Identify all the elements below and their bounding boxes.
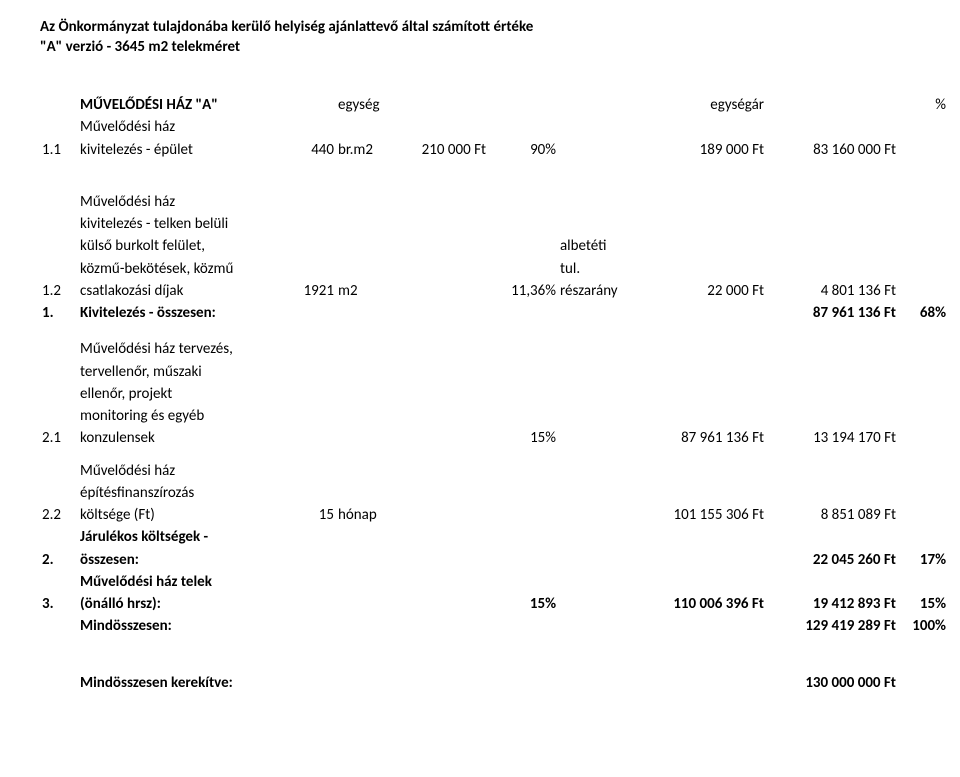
- r21-idx: 2.1: [40, 427, 78, 449]
- row-2-1-line4: monitoring és egyéb: [40, 405, 948, 427]
- r3-base: 110 006 396 Ft: [648, 593, 766, 615]
- footer-label: Mindösszesen kerekítve:: [78, 672, 288, 694]
- header-pct: %: [898, 94, 948, 116]
- r1-idx: 1.: [40, 302, 78, 324]
- row-2-total-line2: 2. összesen: 22 045 260 Ft 17%: [40, 549, 948, 571]
- r2-desc-l1: Járulékos költségek -: [78, 526, 288, 548]
- r12-note-l3: részarány: [558, 280, 648, 302]
- r11-idx: 1.1: [40, 139, 78, 161]
- r11-qty: 440: [288, 139, 336, 161]
- title: Az Önkormányzat tulajdonába kerülő helyi…: [40, 18, 920, 36]
- row-2-total-line1: Járulékos költségek -: [40, 526, 948, 548]
- subtitle: "A" verzió - 3645 m2 telekméret: [40, 38, 920, 56]
- r11-desc-l2: kivitelezés - épület: [78, 139, 288, 161]
- row-1-2-line5: 1.2 csatlakozási díjak 1921 m2 11,36% ré…: [40, 280, 948, 302]
- r2-idx: 2.: [40, 549, 78, 571]
- table-header-row: MŰVELŐDÉSI HÁZ "A" egység egységár %: [40, 94, 948, 116]
- row-2-1-line5: 2.1 konzulensek 15% 87 961 136 Ft 13 194…: [40, 427, 948, 449]
- r22-qty: 15: [288, 504, 336, 526]
- r12-pct: 11,36%: [488, 280, 558, 302]
- row-2-2-line3: 2.2 költsége (Ft) 15 hónap 101 155 306 F…: [40, 504, 948, 526]
- row-1-1-line1: Művelődési ház: [40, 116, 948, 138]
- page: Az Önkormányzat tulajdonába kerülő helyi…: [20, 0, 940, 724]
- r12-desc-l4: közmű-bekötések, közmű: [78, 258, 288, 280]
- row-2-2-line1: Művelődési ház: [40, 460, 948, 482]
- r11-base: 189 000 Ft: [648, 139, 766, 161]
- r12-note-l1: albetéti: [558, 235, 648, 257]
- r11-amount: 83 160 000 Ft: [766, 139, 898, 161]
- r22-unit: hónap: [336, 504, 394, 526]
- r21-desc-l1: Művelődési ház tervezés,: [78, 338, 288, 360]
- r12-desc-l5: csatlakozási díjak: [78, 280, 288, 302]
- r21-desc-l2: tervellenőr, műszaki: [78, 361, 288, 383]
- r22-desc-l1: Művelődési ház: [78, 460, 288, 482]
- r12-idx: 1.2: [40, 280, 78, 302]
- r21-desc-l5: konzulensek: [78, 427, 288, 449]
- row-1-2-line1: Művelődési ház: [40, 191, 948, 213]
- r1-amount: 87 961 136 Ft: [766, 302, 898, 324]
- row-2-1-line2: tervellenőr, műszaki: [40, 361, 948, 383]
- r21-desc-l3: ellenőr, projekt: [78, 383, 288, 405]
- footer-row: Mindösszesen kerekítve: 130 000 000 Ft: [40, 672, 948, 694]
- r21-amount: 13 194 170 Ft: [766, 427, 898, 449]
- r21-pct: 15%: [488, 427, 558, 449]
- r12-qty: 1921: [288, 280, 336, 302]
- r12-note-l2: tul.: [558, 258, 648, 280]
- r3-desc-l1: Művelődési ház telek: [78, 571, 288, 593]
- r22-desc-l3: költsége (Ft): [78, 504, 288, 526]
- row-grand: Mindösszesen: 129 419 289 Ft 100%: [40, 615, 948, 637]
- header-unit: egység: [336, 94, 394, 116]
- r22-base: 101 155 306 Ft: [648, 504, 766, 526]
- r22-idx: 2.2: [40, 504, 78, 526]
- r1-desc: Kivitelezés - összesen:: [78, 302, 288, 324]
- r3-idx: 3.: [40, 593, 78, 615]
- r3-desc-l2: (önálló hrsz):: [78, 593, 288, 615]
- r12-desc-l2: kivitelezés - telken belüli: [78, 213, 288, 235]
- r12-unit: m2: [336, 280, 394, 302]
- grand-pct: 100%: [898, 615, 948, 637]
- header-name: MŰVELŐDÉSI HÁZ "A": [78, 94, 288, 116]
- row-2-2-line2: építésfinanszírozás: [40, 482, 948, 504]
- r22-amount: 8 851 089 Ft: [766, 504, 898, 526]
- r22-desc-l2: építésfinanszírozás: [78, 482, 288, 504]
- r12-desc-l3: külső burkolt felület,: [78, 235, 288, 257]
- row-1-total: 1. Kivitelezés - összesen: 87 961 136 Ft…: [40, 302, 948, 324]
- r11-up: 210 000 Ft: [394, 139, 488, 161]
- row-1-2-line4: közmű-bekötések, közmű tul.: [40, 258, 948, 280]
- r2-desc-l2: összesen:: [78, 549, 288, 571]
- row-2-1-line1: Művelődési ház tervezés,: [40, 338, 948, 360]
- r2-pct: 17%: [898, 549, 948, 571]
- r3-amount: 19 412 893 Ft: [766, 593, 898, 615]
- header-unitprice: egységár: [648, 94, 766, 116]
- r21-desc-l4: monitoring és egyéb: [78, 405, 288, 427]
- r3-pct: 15%: [488, 593, 558, 615]
- row-1-1-line2: 1.1 kivitelezés - épület 440 br.m2 210 0…: [40, 139, 948, 161]
- footer-table: Mindösszesen kerekítve: 130 000 000 Ft: [40, 672, 948, 694]
- row-1-2-line3: külső burkolt felület, albetéti: [40, 235, 948, 257]
- r12-desc-l1: Művelődési ház: [78, 191, 288, 213]
- footer-amount: 130 000 000 Ft: [766, 672, 898, 694]
- r11-desc-l1: Művelődési ház: [78, 116, 288, 138]
- r12-up: 22 000 Ft: [648, 280, 766, 302]
- r2-amount: 22 045 260 Ft: [766, 549, 898, 571]
- r11-unit: br.m2: [336, 139, 394, 161]
- r11-pct: 90%: [488, 139, 558, 161]
- r3-rightpct: 15%: [898, 593, 948, 615]
- grand-desc: Mindösszesen:: [78, 615, 288, 637]
- row-3-line2: 3. (önálló hrsz): 15% 110 006 396 Ft 19 …: [40, 593, 948, 615]
- grand-amount: 129 419 289 Ft: [766, 615, 898, 637]
- budget-table: MŰVELŐDÉSI HÁZ "A" egység egységár % Műv…: [40, 94, 948, 638]
- r21-base: 87 961 136 Ft: [648, 427, 766, 449]
- r12-amount: 4 801 136 Ft: [766, 280, 898, 302]
- row-3-line1: Művelődési ház telek: [40, 571, 948, 593]
- row-1-2-line2: kivitelezés - telken belüli: [40, 213, 948, 235]
- r1-pct: 68%: [898, 302, 948, 324]
- row-2-1-line3: ellenőr, projekt: [40, 383, 948, 405]
